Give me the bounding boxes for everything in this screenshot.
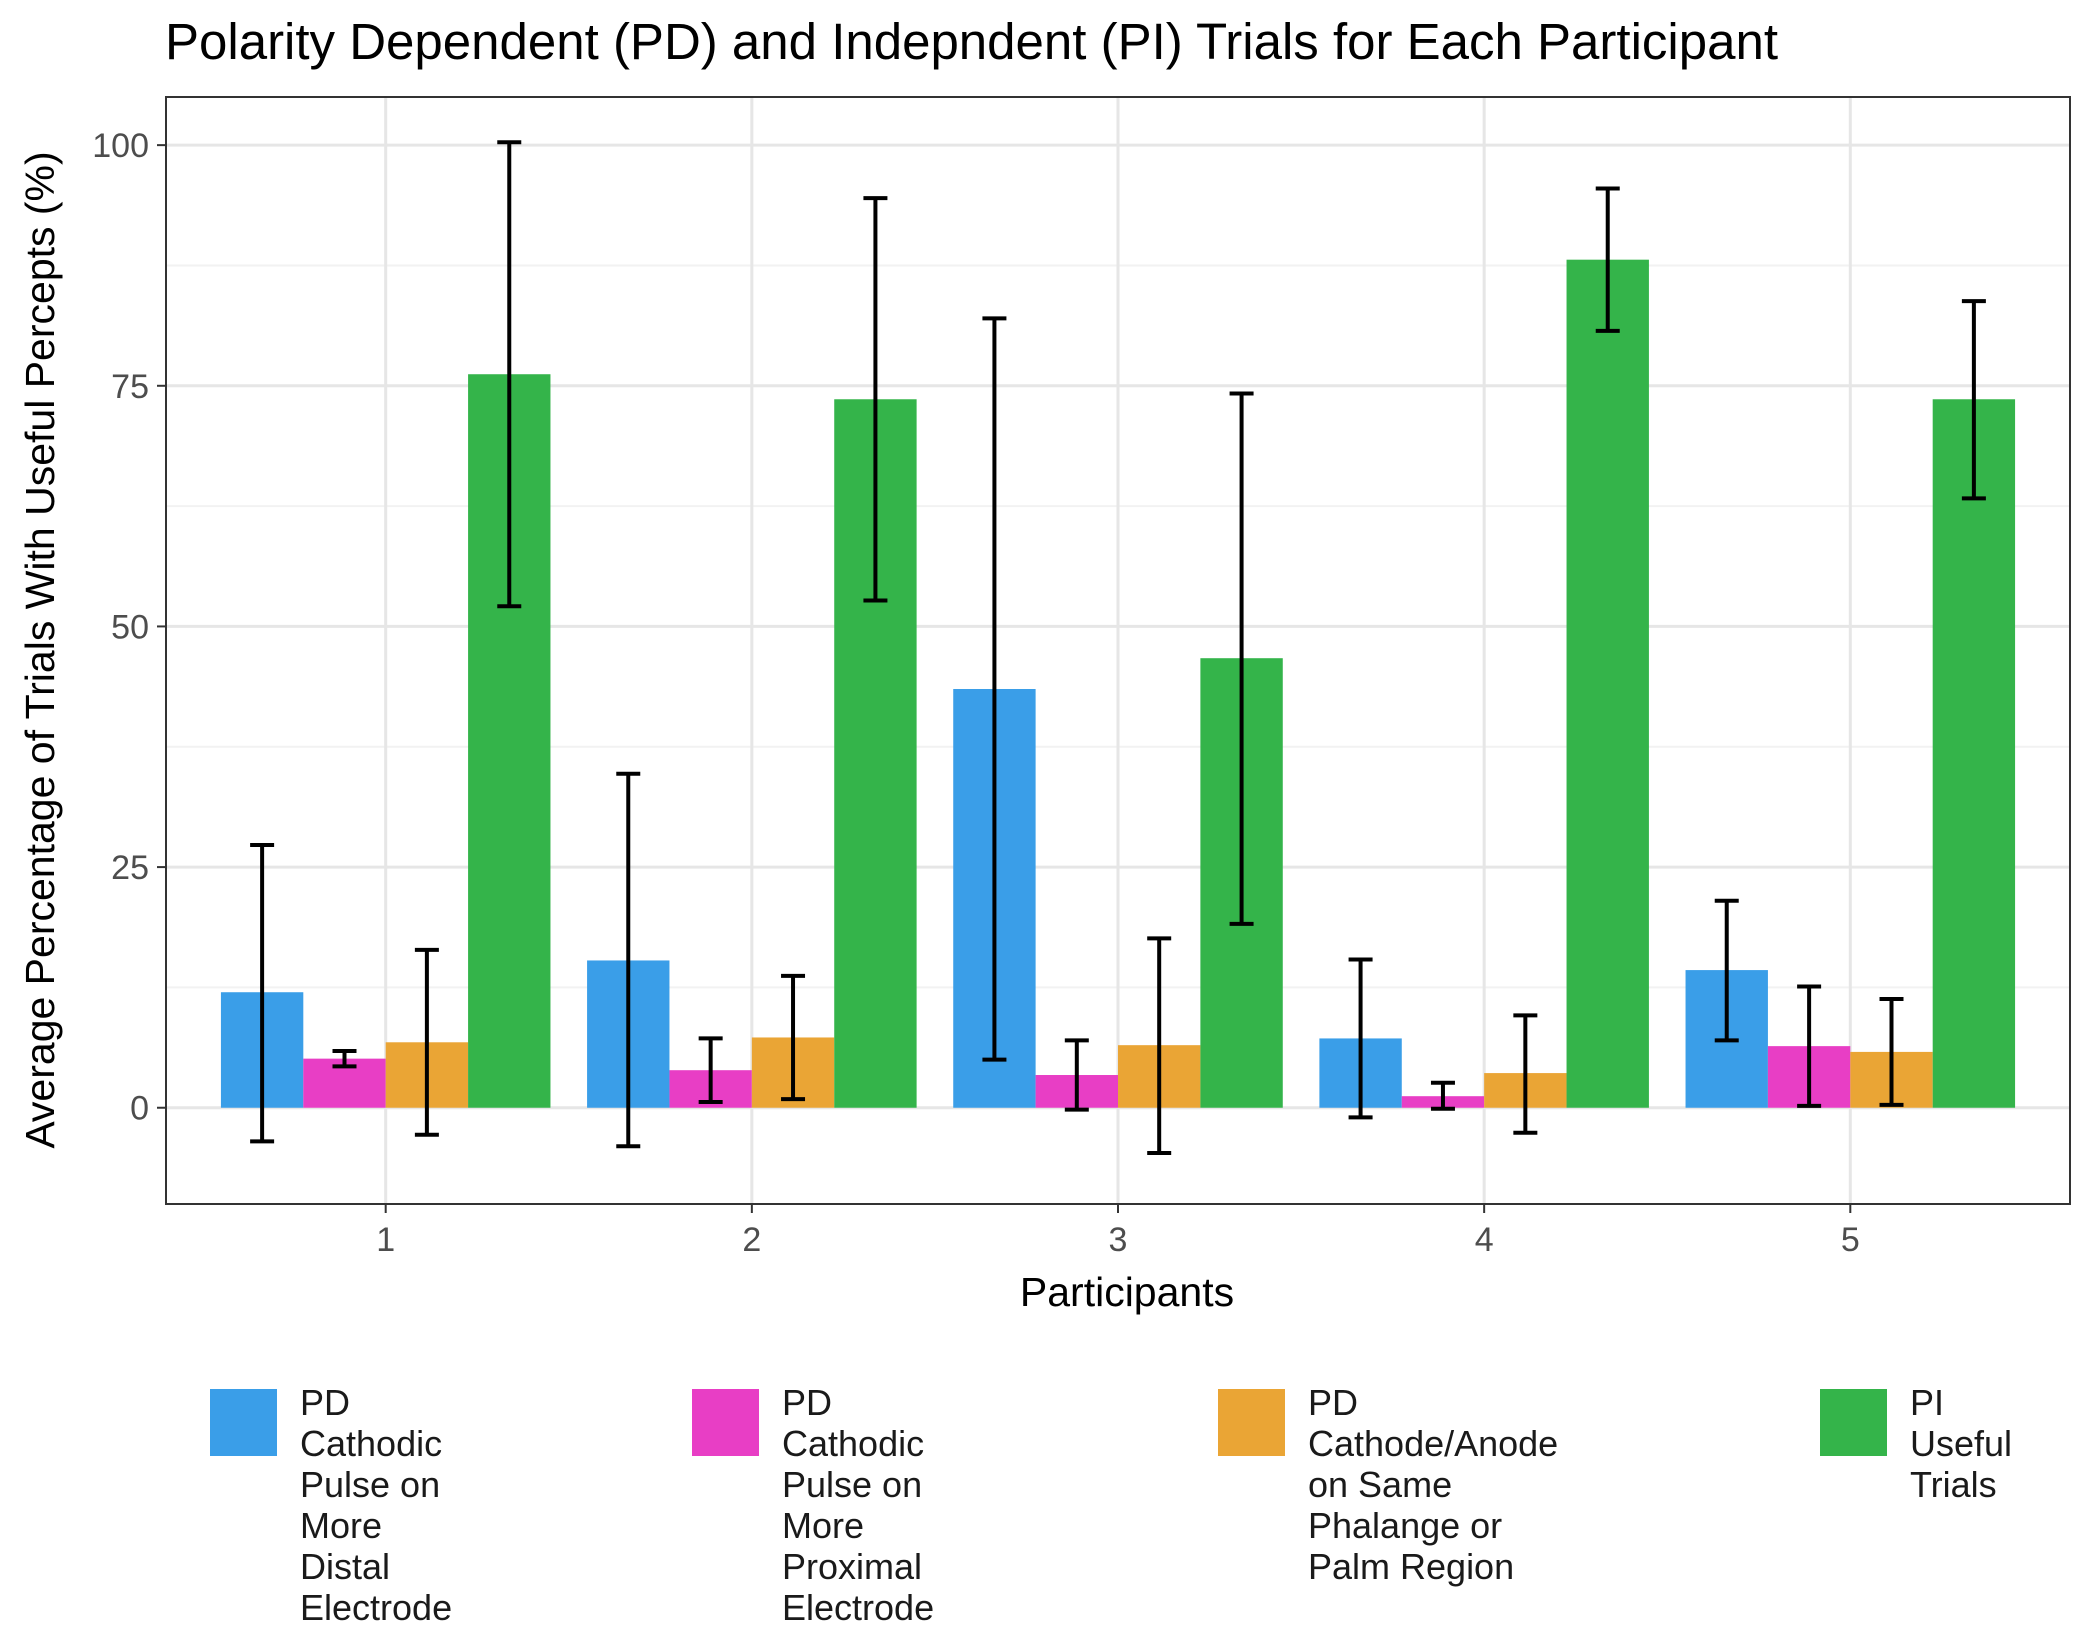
- legend-label: PD Cathodic Pulse on More Distal Electro…: [300, 1382, 453, 1628]
- error-bar: [863, 196, 888, 603]
- error-bar: [1879, 996, 1904, 1107]
- x-axis-ticks: 1 2 3 4 5: [376, 1204, 1860, 1259]
- y-tick-label: 25: [111, 849, 149, 887]
- y-tick-label: 75: [111, 368, 149, 406]
- error-bar: [497, 140, 522, 609]
- legend-swatch: [1820, 1389, 1887, 1456]
- error-bar: [1229, 391, 1254, 926]
- x-axis-label: Participants: [1020, 1269, 1234, 1315]
- error-bar: [616, 771, 641, 1149]
- grid-lines: [166, 97, 2070, 1204]
- error-bar: [1064, 1038, 1089, 1112]
- y-tick-label: 0: [130, 1090, 149, 1128]
- error-bar: [1348, 957, 1373, 1120]
- error-bar: [332, 1048, 357, 1069]
- x-tick-label: 2: [742, 1221, 761, 1259]
- legend-label: PI Useful Trials: [1910, 1382, 2013, 1505]
- legend-swatch: [1218, 1389, 1285, 1456]
- legend-label: PD Cathode/Anode on Same Phalange or Pal…: [1308, 1382, 1559, 1587]
- error-bar: [1513, 1013, 1538, 1135]
- y-tick-label: 100: [92, 127, 149, 165]
- error-bar: [1430, 1080, 1455, 1111]
- error-bar: [1797, 984, 1822, 1108]
- x-tick-label: 3: [1109, 1221, 1128, 1259]
- error-bars: [250, 140, 1986, 1155]
- y-axis-ticks: 0 25 50 75 100: [92, 127, 166, 1128]
- chart-title: Polarity Dependent (PD) and Indepndent (…: [165, 13, 1778, 70]
- error-bar: [1595, 186, 1620, 333]
- error-bar: [414, 947, 439, 1137]
- error-bar: [250, 842, 275, 1144]
- x-tick-label: 5: [1841, 1221, 1860, 1259]
- y-tick-label: 50: [111, 608, 149, 646]
- error-bar: [982, 316, 1007, 1062]
- legend: PD Cathodic Pulse on More Distal Electro…: [0, 1380, 2100, 1628]
- bar-chart: 0 25 50 75 100 1 2 3 4 5 Participants Average Pe…: [17, 96, 2071, 1315]
- x-tick-label: 1: [376, 1221, 395, 1259]
- error-bar: [698, 1036, 723, 1104]
- y-axis-label: Average Percentage of Trials With Useful…: [17, 151, 63, 1148]
- error-bar: [781, 973, 806, 1102]
- bar: [1566, 259, 1649, 1108]
- error-bar: [1714, 898, 1739, 1043]
- error-bar: [1961, 299, 1986, 501]
- x-tick-label: 4: [1475, 1221, 1494, 1259]
- legend-swatch: [692, 1389, 759, 1456]
- legend-swatch: [210, 1389, 277, 1456]
- error-bar: [1147, 936, 1172, 1155]
- legend-label: PD Cathodic Pulse on More Proximal Elect…: [782, 1382, 935, 1628]
- bar: [1932, 399, 2016, 1108]
